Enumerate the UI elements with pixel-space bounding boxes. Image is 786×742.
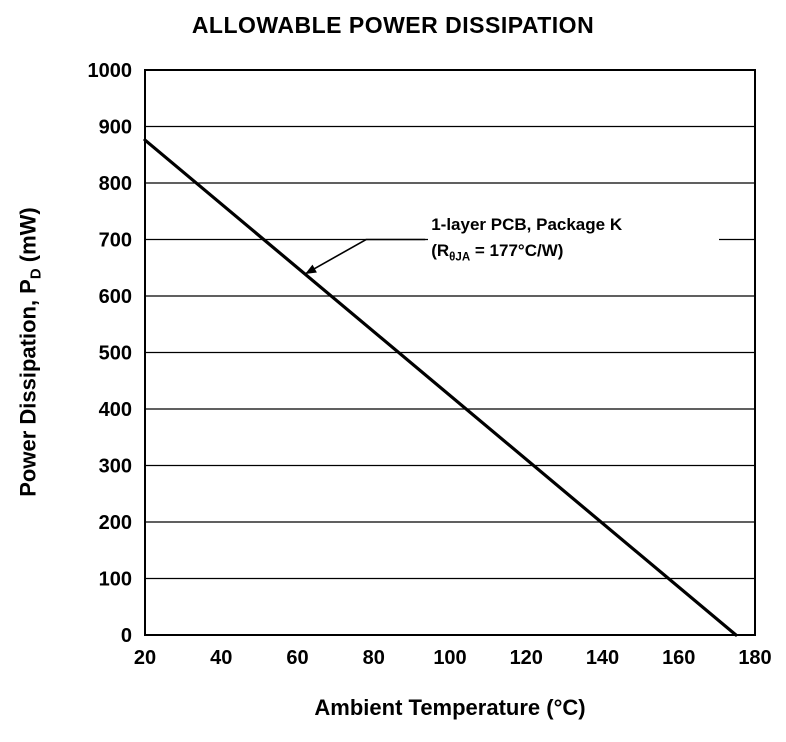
- y-tick-label: 300: [99, 456, 132, 478]
- x-tick-label: 60: [286, 647, 308, 669]
- x-tick-label: 180: [738, 647, 771, 669]
- x-tick-label: 80: [363, 647, 385, 669]
- x-tick-label: 20: [134, 647, 156, 669]
- y-tick-label: 700: [99, 230, 132, 252]
- y-tick-label: 0: [121, 625, 132, 647]
- y-tick-label: 200: [99, 512, 132, 534]
- x-tick-label: 100: [433, 647, 466, 669]
- y-tick-label: 1000: [88, 60, 133, 82]
- x-axis-title: Ambient Temperature (°C): [314, 695, 586, 720]
- x-tick-label: 120: [510, 647, 543, 669]
- chart-title: ALLOWABLE POWER DISSIPATION: [191, 12, 595, 38]
- y-tick-label: 600: [99, 286, 132, 308]
- x-tick-label: 40: [210, 647, 232, 669]
- x-tick-label: 140: [586, 647, 619, 669]
- plot-frame: [144, 69, 756, 636]
- y-tick-label: 500: [99, 343, 132, 365]
- series-annotation: 1-layer PCB, Package K (RθJA = 177°C/W): [428, 212, 720, 271]
- annotation-line-1: 1-layer PCB, Package K: [431, 215, 623, 234]
- series-line-0: [143, 138, 738, 637]
- y-tick-label: 800: [99, 173, 132, 195]
- x-tick-label: 160: [662, 647, 695, 669]
- annotation-leader-line: [304, 238, 426, 275]
- annotation-subscript: θJA: [449, 251, 471, 264]
- annotation-line-2: (RθJA = 177°C/W): [431, 241, 564, 264]
- annotation-arrowhead-icon: [305, 264, 317, 274]
- y-tick-label: 100: [99, 569, 132, 591]
- y-tick-label: 400: [99, 399, 132, 421]
- y-tick-label: 900: [99, 117, 132, 139]
